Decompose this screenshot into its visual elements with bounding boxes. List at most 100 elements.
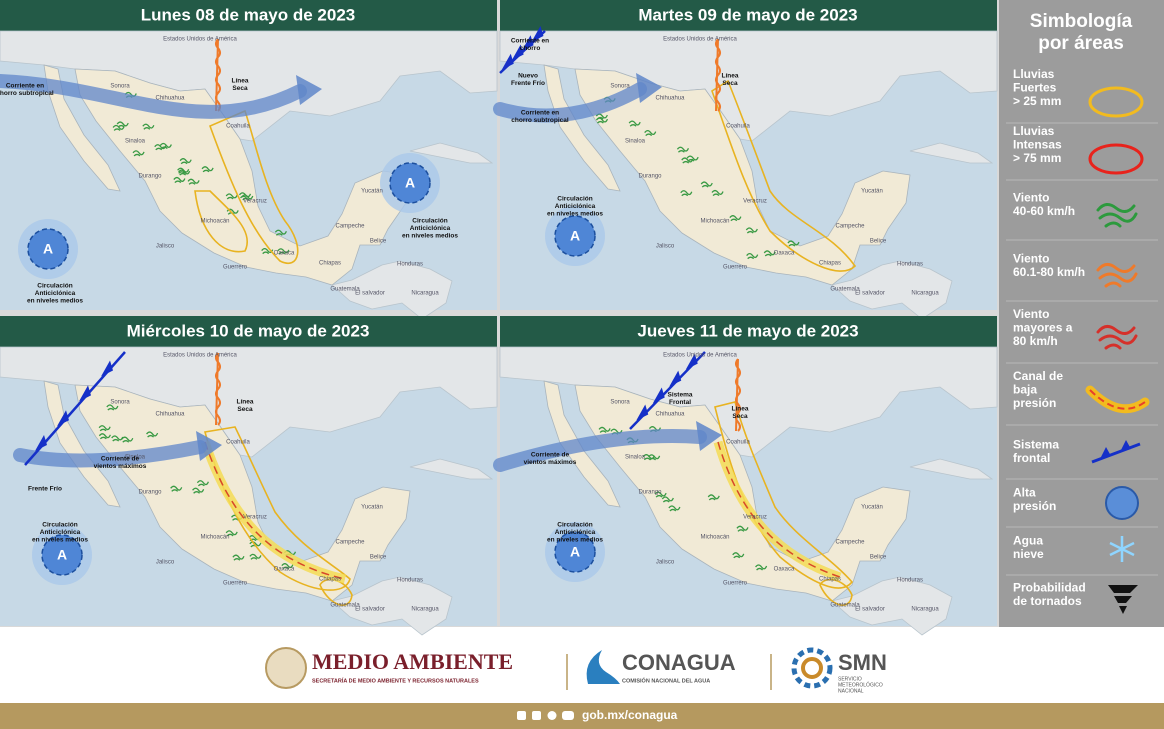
wind-symbol [201, 166, 214, 173]
wind-symbol [729, 215, 742, 222]
place-label: Campeche [835, 540, 865, 546]
wind-symbol [681, 157, 694, 164]
legend-label: Intensas [1013, 138, 1062, 152]
annotation: Seca [237, 406, 253, 413]
annotation: vientos máximos [524, 459, 577, 466]
wind-symbol [179, 158, 192, 165]
smn-subtitle: METEOROLÓGICO [838, 681, 883, 688]
place-label: Honduras [897, 262, 923, 268]
legend-label: Fuertes [1013, 81, 1057, 95]
annotation: Seca [722, 80, 738, 87]
front-triangle [636, 404, 649, 421]
wind-symbol [755, 564, 768, 571]
wind-symbol [628, 120, 641, 127]
jet-stream [13, 440, 207, 468]
wind-symbol [187, 178, 200, 185]
wind-symbol [146, 431, 159, 438]
wind-symbol [111, 435, 124, 442]
annotation: en niveles medios [547, 211, 603, 218]
facebook-icon[interactable] [517, 711, 526, 720]
high-symbol: A [43, 241, 53, 257]
footer: MEDIO AMBIENTE SECRETARÍA DE MEDIO AMBIE… [0, 647, 1164, 729]
youtube-icon[interactable] [562, 711, 574, 720]
rain-area [194, 190, 248, 253]
place-label: Michoacán [200, 535, 229, 541]
semarnat-emblem [265, 647, 307, 689]
intense-rain-icon [1088, 143, 1144, 175]
wind-symbol [225, 193, 238, 200]
map-panel: Martes 09 de mayo de 2023 A Estados Unidos… [493, 0, 998, 320]
legend-label: Probabilidad [1013, 581, 1086, 595]
wind-symbol [170, 485, 183, 492]
front-triangle [652, 387, 665, 404]
conagua-name: CONAGUA [622, 650, 736, 675]
annotation: Anticiclónica [35, 290, 76, 297]
wind-symbol [277, 248, 290, 255]
annotation: Circulación [37, 283, 72, 290]
jet-stream [0, 74, 307, 119]
wind-symbol [598, 426, 611, 433]
place-label: Belice [870, 239, 887, 245]
place-label: Chihuahua [155, 96, 185, 102]
place-label: Guerrero [723, 581, 748, 587]
legend: Simbología por áreas [999, 0, 1164, 627]
panel-title-bar [0, 0, 497, 31]
url[interactable]: gob.mx/conagua [582, 708, 678, 722]
wind-symbol [711, 189, 724, 197]
front-triangle [101, 360, 113, 377]
semarnat-name: MEDIO AMBIENTE [312, 649, 513, 674]
annotation: Seca [732, 413, 748, 420]
place-label: Chiapas [319, 577, 341, 583]
high-ring [41, 534, 83, 576]
legend-label: frontal [1013, 451, 1050, 465]
wind-symbol [192, 487, 205, 494]
twitter-icon[interactable] [532, 711, 541, 720]
jet-stream [493, 82, 647, 123]
high-symbol: A [570, 544, 580, 560]
place-label: Jalisco [156, 560, 175, 566]
annotation: Corriente de [101, 456, 140, 463]
place-label: Nicaragua [911, 291, 939, 297]
wind-symbol [654, 491, 667, 498]
jet-arrowhead [296, 75, 322, 105]
place-label: Jalisco [656, 560, 675, 566]
front-triangle [531, 25, 544, 42]
annotation: Corriente de [531, 452, 570, 459]
jet-arrowhead [696, 421, 722, 451]
wind-symbol [98, 433, 111, 440]
annotation: Línea [722, 73, 739, 80]
front-triangle [685, 353, 698, 370]
panel-title-bar [500, 0, 997, 31]
map-panel: Jueves 11 de mayo de 2023 A Estados Unidos… [493, 316, 998, 636]
legend-label: baja [1013, 383, 1037, 397]
smn-emblem-inner [801, 657, 823, 679]
place-label: Guatemala [330, 603, 360, 609]
place-label: Campeche [335, 224, 365, 230]
smn-emblem [791, 647, 833, 689]
map: A A Estados Unidos de América Sonora Chihuah… [0, 30, 498, 320]
high-ring [27, 228, 69, 270]
place-label: Michoacán [700, 535, 729, 541]
place-label: Yucatán [861, 505, 883, 511]
high-symbol: A [570, 228, 580, 244]
place-label: Sinaloa [625, 139, 646, 145]
wind-symbol [281, 563, 294, 570]
high-icon [1105, 486, 1139, 520]
map-panel: Lunes 08 de mayo de 2023 A A Estados Unidos… [0, 0, 498, 320]
legend-label: Agua [1013, 534, 1043, 548]
place-label: Coahuila [726, 124, 750, 130]
trough-dash [717, 441, 841, 578]
place-label: Chiapas [319, 261, 341, 267]
place-label: Guerrero [223, 265, 248, 271]
instagram-icon[interactable] [547, 711, 557, 720]
annotation: en niveles medios [32, 537, 88, 544]
wind-symbol [132, 150, 145, 157]
footer-bar [0, 703, 1164, 729]
place-label: El salvador [355, 607, 385, 613]
annotation: chorro subtropical [511, 117, 569, 124]
jet-arrowhead [636, 73, 662, 103]
wind-symbol [238, 192, 252, 199]
wind-60-icon [1096, 263, 1138, 288]
snow-icon [1109, 536, 1135, 562]
place-label: Estados Unidos de América [163, 37, 237, 43]
